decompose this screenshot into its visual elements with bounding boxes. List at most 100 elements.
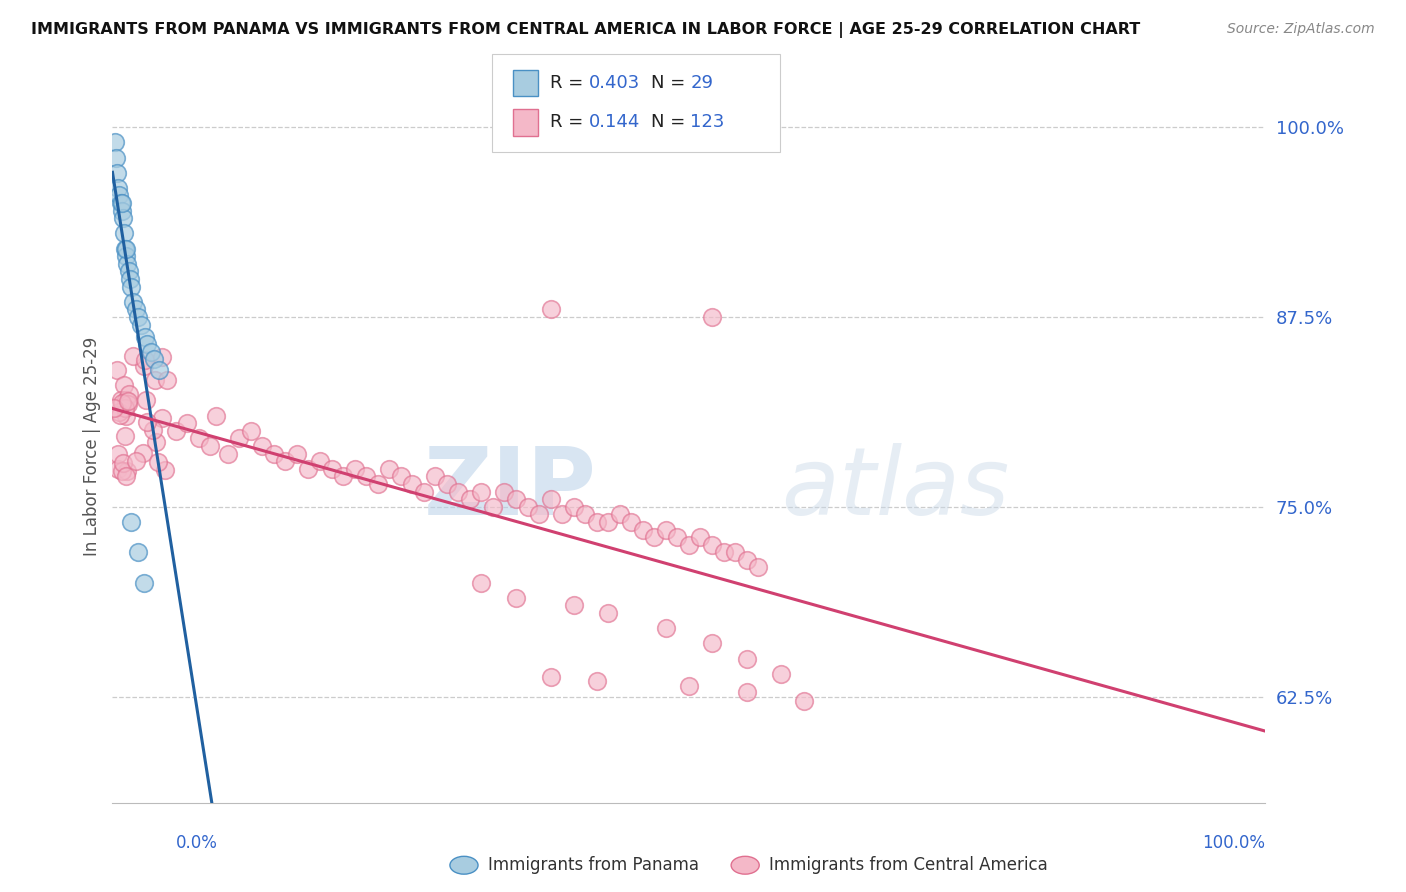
Point [285, 447, 308, 461]
Point [655, 523, 678, 537]
Point [436, 477, 458, 491]
Point [562, 500, 585, 514]
Point [378, 462, 401, 476]
Point [239, 424, 262, 438]
Point [134, 329, 156, 343]
Point [205, 409, 228, 423]
Point [134, 359, 156, 373]
Point [118, 272, 141, 286]
Text: ZIP: ZIP [423, 442, 596, 535]
Point [124, 302, 146, 317]
Point [735, 553, 758, 567]
Point [770, 666, 793, 681]
Point [200, 439, 222, 453]
Point [117, 264, 139, 278]
Point [494, 484, 516, 499]
Point [115, 249, 138, 263]
Point [117, 257, 139, 271]
Point [108, 404, 131, 418]
Y-axis label: In Labor Force | Age 25-29: In Labor Force | Age 25-29 [83, 336, 101, 556]
Point [104, 151, 127, 165]
Point [412, 484, 434, 499]
Text: R =: R = [550, 113, 589, 131]
Point [505, 492, 527, 507]
Point [153, 463, 176, 477]
Point [129, 318, 153, 332]
Text: Immigrants from Central America: Immigrants from Central America [769, 856, 1047, 874]
Point [700, 310, 723, 324]
Point [143, 352, 166, 367]
Point [136, 415, 159, 429]
Point [585, 515, 607, 529]
Point [655, 621, 678, 635]
Point [121, 349, 143, 363]
Point [165, 424, 187, 438]
Point [367, 477, 389, 491]
Point [114, 242, 136, 256]
Text: N =: N = [651, 74, 690, 92]
Point [747, 560, 769, 574]
Point [131, 445, 153, 459]
Point [108, 409, 131, 423]
Point [643, 530, 665, 544]
Point [142, 423, 165, 437]
Point [447, 484, 470, 499]
Point [156, 373, 179, 387]
Point [389, 469, 412, 483]
Point [321, 462, 343, 476]
Point [115, 468, 138, 483]
Text: 29: 29 [690, 74, 713, 92]
Point [458, 492, 481, 507]
Point [105, 166, 128, 180]
Point [112, 378, 135, 392]
Point [217, 447, 239, 461]
Text: N =: N = [651, 113, 690, 131]
Point [609, 508, 631, 522]
Point [132, 575, 155, 590]
Point [700, 538, 723, 552]
Point [108, 188, 131, 202]
Point [562, 599, 585, 613]
Point [111, 203, 134, 218]
Point [136, 337, 159, 351]
Point [598, 606, 620, 620]
Point [110, 393, 132, 408]
Point [678, 538, 700, 552]
Point [620, 515, 643, 529]
Point [110, 196, 132, 211]
Point [401, 477, 423, 491]
Point [482, 500, 505, 514]
Point [540, 670, 562, 684]
Point [724, 545, 747, 559]
Point [274, 454, 297, 468]
Point [135, 393, 157, 408]
Text: 123: 123 [690, 113, 724, 131]
Point [678, 679, 700, 693]
Point [574, 508, 596, 522]
Point [540, 492, 562, 507]
Point [115, 393, 138, 408]
Point [735, 685, 758, 699]
Text: 100.0%: 100.0% [1202, 834, 1265, 852]
Point [263, 447, 285, 461]
Point [104, 136, 127, 150]
Point [228, 431, 250, 445]
Point [343, 462, 366, 476]
Point [115, 242, 138, 256]
Point [470, 484, 492, 499]
Point [551, 508, 574, 522]
Point [111, 211, 134, 226]
Point [115, 464, 138, 478]
Point [585, 674, 607, 689]
Point [139, 344, 162, 359]
Point [188, 431, 211, 445]
Point [112, 227, 135, 241]
Point [689, 530, 711, 544]
Point [124, 454, 146, 468]
Point [631, 523, 654, 537]
Point [700, 636, 723, 650]
Point [309, 454, 332, 468]
Point [148, 363, 170, 377]
Point [120, 515, 142, 529]
Point [111, 196, 134, 211]
